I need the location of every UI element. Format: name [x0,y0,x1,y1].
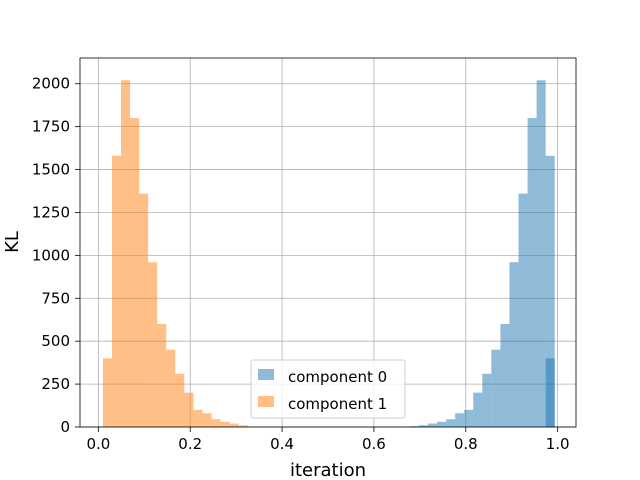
histogram-bar-series-1 [202,413,212,427]
histogram-bar-series-1 [175,373,185,427]
x-tick-label: 0.4 [270,435,294,453]
y-tick-label: 1500 [32,161,70,179]
histogram-bar-series-1 [139,193,149,427]
x-tick-label: 1.0 [546,435,570,453]
histogram-bar-series-0 [418,425,429,427]
y-tick-label: 1250 [32,203,70,221]
y-tick-label: 250 [41,375,70,393]
histogram-bar-series-0 [409,426,419,427]
ticks-layer: 0.0 0.2 0.4 0.6 0.8 1.0 0 250 500 750 1000 1250 1500… [32,75,570,453]
histogram-bar-series-0 [500,324,510,427]
histogram-bar-series-1 [193,409,203,427]
histogram-bar-series-0 [446,419,456,427]
x-tick-label: 0.2 [178,435,202,453]
histogram-bar-series-0 [509,262,519,427]
histogram-bar-series-0 [464,409,474,427]
legend-label-component-0: component 0 [288,368,387,386]
histogram-bar-series-1 [121,80,131,427]
histogram-bar-series-1 [157,324,167,427]
histogram-bar-series-0 [473,392,483,427]
legend: component 0 component 1 [250,359,406,419]
y-axis-label: KL [2,231,23,253]
legend-swatch-component-1 [258,396,274,407]
histogram-bar-series-0 [536,80,546,427]
bars-layer [102,80,555,428]
histogram-bar-series-1 [229,423,239,427]
histogram-bar-series-1 [184,392,194,427]
histogram-bar-series-0 [545,155,555,427]
histogram-bar-series-0 [482,373,492,427]
histogram-bar-series-1 [211,419,221,427]
histogram-bar-series-2 [545,358,555,427]
y-tick-label: 0 [60,418,70,436]
x-tick-label: 0.0 [86,435,110,453]
histogram-bar-series-1 [166,349,176,427]
histogram-bar-series-0 [437,421,447,427]
y-tick-label: 1750 [32,118,70,136]
histogram-bar-series-0 [428,423,438,427]
x-tick-label: 0.8 [454,435,478,453]
histogram-bar-series-1 [220,421,230,427]
legend-box [250,359,406,419]
legend-label-component-1: component 1 [288,395,387,413]
y-tick-label: 2000 [32,75,70,93]
histogram-bar-series-1 [130,118,140,428]
histogram-bar-series-0 [527,118,537,428]
histogram-bar-series-1 [111,155,122,427]
x-axis-label: iteration [290,460,366,480]
histogram-bar-series-1 [238,425,248,427]
y-tick-label: 1000 [32,246,70,264]
histogram-bar-series-0 [455,413,465,427]
y-tick-label: 750 [41,289,70,307]
histogram-bar-series-1 [148,262,158,427]
histogram-bar-series-0 [491,349,501,427]
histogram-bar-series-0 [518,193,528,427]
x-tick-label: 0.6 [362,435,386,453]
y-tick-label: 500 [41,332,70,350]
legend-swatch-component-0 [258,369,274,380]
histogram-bar-series-1 [102,358,112,427]
plot-frame [79,57,577,428]
